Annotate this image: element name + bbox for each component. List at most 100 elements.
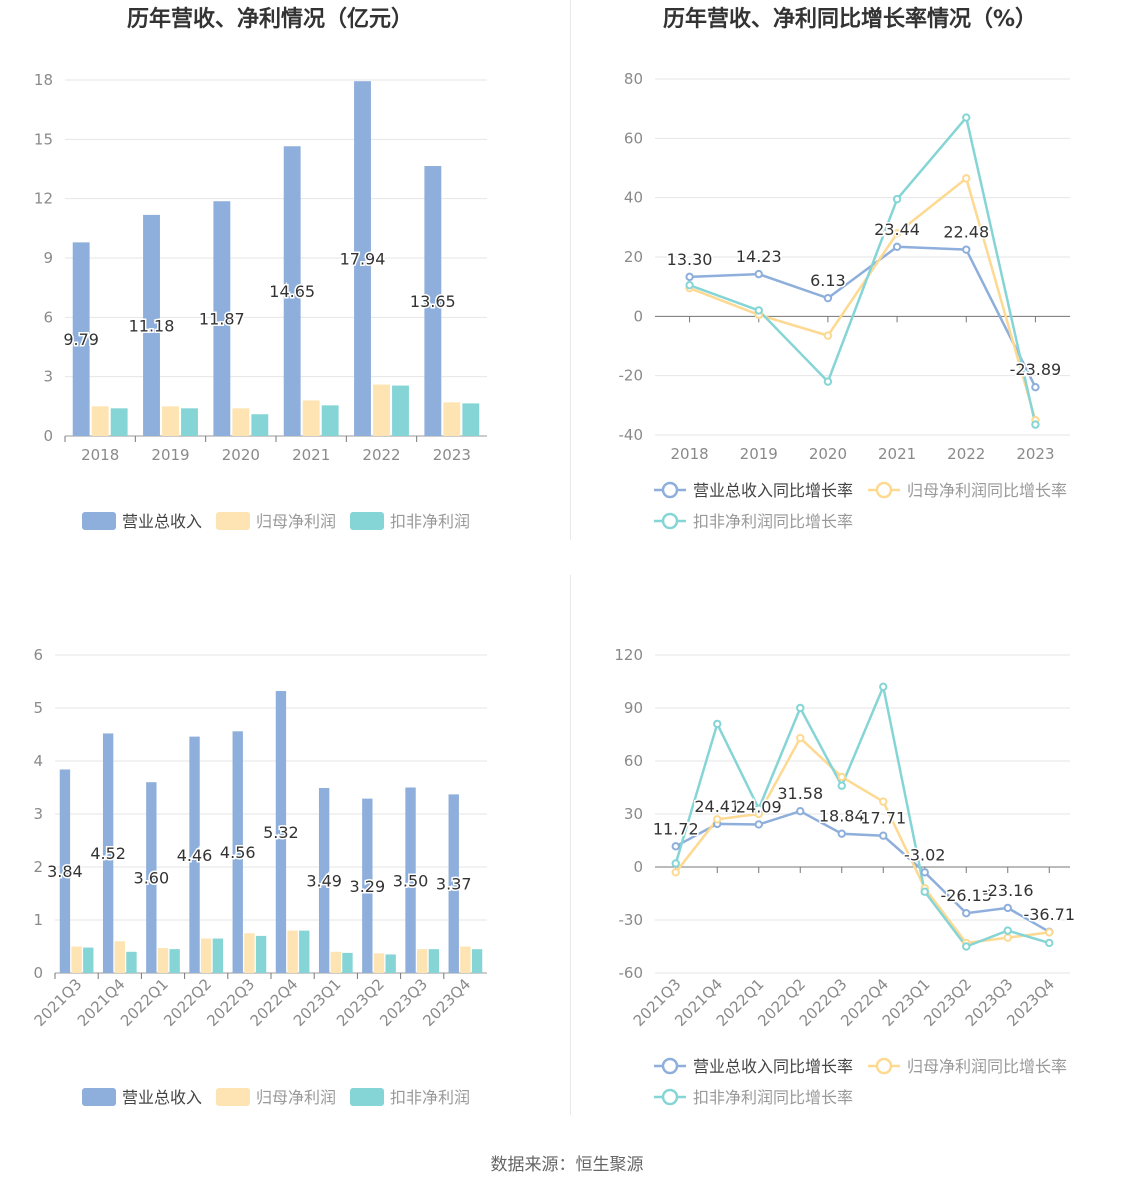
x-tick-label: 2023Q4	[419, 975, 474, 1030]
legend-swatch[interactable]	[216, 512, 250, 530]
data-label: 24.09	[736, 797, 782, 816]
y-tick-label: 2	[33, 858, 43, 876]
bar	[201, 938, 212, 973]
chart-svg: 营收、净利同比增长率季度变动情况（%）-60-3003060901202021Q…	[614, 646, 1076, 1107]
data-point	[879, 682, 888, 691]
divider-bottom	[570, 575, 571, 1115]
data-point	[962, 113, 971, 122]
data-label: -23.89	[1010, 360, 1062, 379]
annual-growth-rate-chart: 历年营收、净利同比增长率情况（%） -40 -20 0 20 40 60 80 2018 2019…	[567, 0, 1134, 575]
x-tick-label: 2019	[740, 445, 778, 463]
x-tick-label: 2022	[362, 446, 400, 464]
legend-label: 归母净利润同比增长率	[907, 1057, 1067, 1076]
legend-swatch[interactable]	[350, 1088, 384, 1106]
data-label: 4.46	[177, 846, 213, 865]
divider-top	[570, 0, 571, 540]
bar	[255, 935, 267, 973]
legend-label: 营业总收入同比增长率	[693, 481, 853, 500]
data-label: 6.13	[810, 271, 846, 290]
bar	[143, 214, 160, 436]
legend-swatch[interactable]	[216, 1088, 250, 1106]
data-point	[685, 272, 694, 282]
chart-title: 历年营收、净利情况（亿元）	[127, 6, 413, 32]
legend-label: 归母净利润	[256, 512, 336, 531]
series-line	[674, 736, 1050, 945]
chart-svg: 历年营收、净利情况（亿元） 0 3 6 9 12 15 18 2018 2019 2020 2021 2…	[34, 6, 487, 531]
bar	[126, 951, 137, 973]
data-point	[962, 908, 971, 918]
bar	[462, 403, 480, 436]
y-tick-label: 15	[34, 130, 53, 148]
legend-label: 扣非净利润	[390, 512, 470, 531]
bar	[181, 408, 198, 436]
data-label: 11.72	[653, 819, 699, 838]
data-point	[837, 772, 846, 782]
data-point	[879, 797, 888, 806]
bar	[392, 385, 409, 436]
series-line	[689, 114, 1037, 425]
chart-svg: 历年营收、净利同比增长率情况（%） -40 -20 0 20 40 60 80 2018 2019…	[619, 6, 1070, 531]
data-point	[892, 242, 902, 251]
bar	[162, 406, 179, 436]
data-label: 13.65	[410, 292, 456, 311]
legend-swatch[interactable]	[82, 512, 116, 530]
y-tick-label: 4	[33, 752, 43, 770]
data-label: -26.15	[940, 886, 992, 905]
x-tick-label: 2023	[1016, 445, 1054, 463]
data-label: -36.71	[1023, 905, 1075, 924]
y-tick-label: 0	[633, 307, 643, 325]
bar	[354, 81, 371, 436]
data-label: 18.84	[819, 807, 865, 826]
legend-swatch[interactable]	[350, 512, 384, 530]
legend-marker	[661, 512, 679, 530]
y-tick-label: 3	[33, 805, 43, 823]
chart-title: 历年营收、净利同比增长率情况（%）	[663, 6, 1037, 32]
data-point	[671, 868, 680, 877]
data-point	[920, 868, 929, 877]
y-tick-label: 120	[614, 646, 643, 664]
x-tick-label: 2020	[222, 446, 260, 464]
quarterly-revenue-profit-chart: 营收、净利季度变动情况（亿元）01234562021Q32021Q42022Q1…	[0, 575, 567, 1150]
data-label: 31.58	[777, 784, 823, 803]
bar	[299, 930, 310, 973]
data-point	[754, 804, 763, 813]
data-label: 22.48	[943, 223, 989, 242]
y-tick-label: -40	[619, 426, 644, 444]
legend-label: 归母净利润同比增长率	[907, 481, 1067, 500]
bar	[110, 408, 128, 436]
chart-svg: 营收、净利季度变动情况（亿元）01234562021Q32021Q42022Q1…	[31, 646, 487, 1107]
data-point	[823, 293, 833, 303]
bar	[385, 954, 396, 973]
y-tick-label: 90	[624, 699, 643, 717]
bar	[232, 731, 243, 973]
data-point	[671, 842, 680, 851]
legend-marker	[661, 1088, 679, 1106]
data-point	[823, 331, 833, 340]
bar	[244, 933, 255, 973]
bar	[373, 953, 385, 973]
data-point	[1003, 933, 1012, 942]
data-label: 9.79	[63, 330, 99, 349]
legend-label: 营业总收入	[122, 1088, 202, 1107]
y-tick-label: 20	[624, 248, 643, 266]
data-point	[1045, 938, 1054, 948]
series-line	[674, 682, 1050, 949]
y-tick-label: 0	[33, 964, 43, 982]
bar	[342, 952, 353, 973]
data-point	[837, 829, 846, 838]
bar	[321, 405, 339, 436]
bar	[373, 384, 390, 436]
bar	[287, 930, 298, 973]
y-tick-label: 18	[34, 71, 53, 89]
y-tick-label: 6	[33, 646, 43, 664]
x-tick-label: 2021	[878, 445, 916, 463]
legend-swatch[interactable]	[82, 1088, 116, 1106]
legend-label: 扣非净利润同比增长率	[693, 1088, 853, 1107]
data-label: -23.16	[982, 881, 1034, 900]
y-tick-label: -60	[619, 964, 644, 982]
data-point	[823, 377, 833, 386]
bar	[146, 782, 157, 973]
data-point	[1031, 383, 1040, 392]
bar	[251, 414, 269, 436]
bar	[212, 938, 224, 973]
